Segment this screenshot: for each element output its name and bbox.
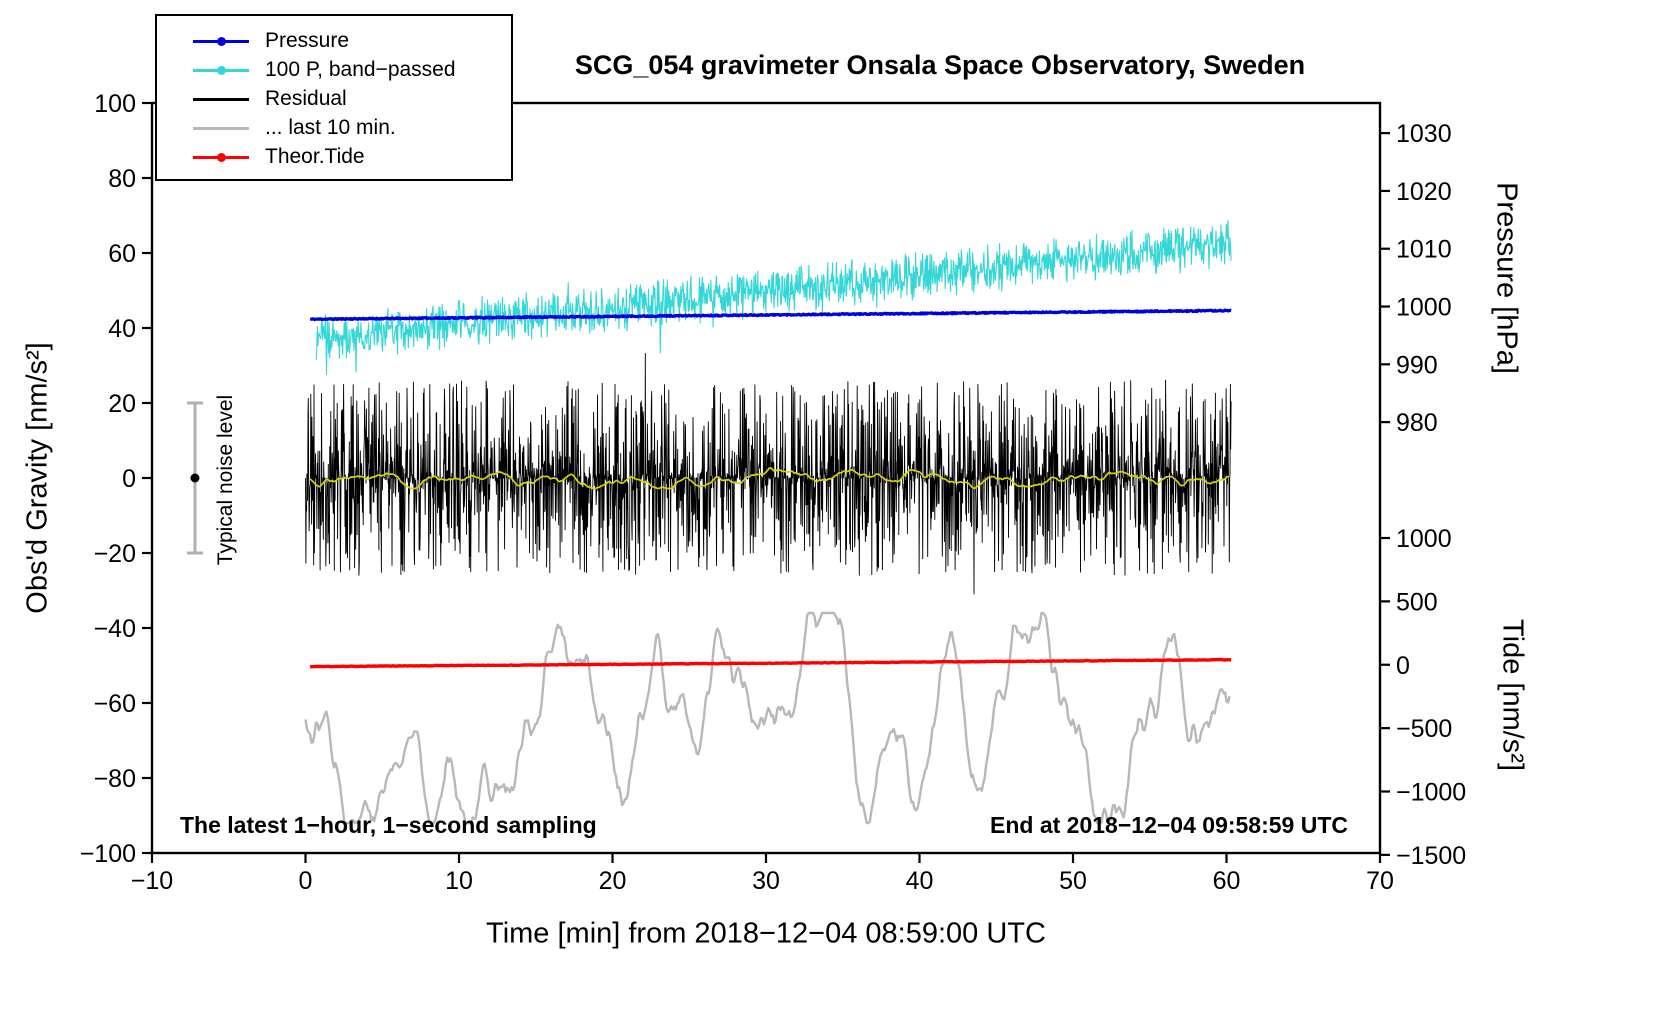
y-axis-label-gravity: Obs'd Gravity [nm/s²] (21, 342, 54, 614)
y-left-tick-label: 60 (108, 240, 136, 268)
theortide-line-icon (193, 150, 249, 164)
legend-item-theortide: Theor.Tide (157, 142, 511, 171)
x-tick-label: 0 (299, 867, 313, 895)
tide-tick-label: −1500 (1396, 842, 1466, 870)
sampling-note: The latest 1−hour, 1−second sampling (180, 812, 597, 838)
legend-label: Pressure (265, 28, 350, 52)
pressure-line-icon (193, 34, 249, 48)
pressure-tick-label: 990 (1396, 351, 1438, 379)
legend-item-pressure: Pressure (157, 26, 511, 55)
tide-tick-label: −500 (1396, 715, 1452, 743)
legend-label: Theor.Tide (265, 144, 365, 168)
pressure-tick-label: 1020 (1396, 178, 1452, 206)
noise-level-dot (190, 473, 200, 483)
pressure-tick-label: 1000 (1396, 294, 1452, 322)
bandpassed-line-icon (193, 63, 249, 77)
legend-label: Residual (265, 86, 347, 110)
y-left-tick-label: 0 (122, 465, 136, 493)
y-left-tick-label: −40 (94, 615, 136, 643)
end-time-note: End at 2018−12−04 09:58:59 UTC (990, 812, 1348, 838)
chart-title: SCG_054 gravimeter Onsala Space Observat… (574, 50, 1306, 80)
y-left-tick-label: −100 (80, 840, 136, 868)
y-left-tick-label: 100 (94, 90, 136, 118)
y-left-tick-label: 80 (108, 165, 136, 193)
tide-tick-label: −1000 (1396, 779, 1466, 807)
legend-item-last10min: ... last 10 min. (157, 113, 511, 142)
tide-tick-label: 500 (1396, 588, 1438, 616)
x-axis-label: Time [min] from 2018−12−04 08:59:00 UTC (486, 917, 1046, 950)
x-tick-label: 70 (1366, 867, 1394, 895)
last10min-line-icon (193, 121, 249, 135)
tide-tick-label: 0 (1396, 652, 1410, 680)
y-left-tick-label: −60 (94, 690, 136, 718)
tide-tick-label: 1000 (1396, 525, 1452, 553)
x-tick-label: 10 (445, 867, 473, 895)
residual-line-icon (193, 92, 249, 106)
x-tick-label: −10 (131, 867, 173, 895)
x-tick-label: 50 (1059, 867, 1087, 895)
y-left-tick-label: 20 (108, 390, 136, 418)
legend-label: ... last 10 min. (265, 115, 396, 139)
legend-item-residual: Residual (157, 84, 511, 113)
series-residual (305, 353, 1232, 595)
noise-level-label: Typical noise level (214, 394, 237, 566)
y-left-tick-label: −80 (94, 765, 136, 793)
x-tick-label: 20 (599, 867, 627, 895)
pressure-tick-label: 1030 (1396, 120, 1452, 148)
series-theor-tide (310, 657, 1232, 669)
x-tick-label: 40 (906, 867, 934, 895)
y-axis-label-pressure: Pressure [hPa] (1490, 182, 1523, 374)
legend-label: 100 P, band−passed (265, 57, 456, 81)
y-left-tick-label: −20 (94, 540, 136, 568)
y-left-tick-label: 40 (108, 315, 136, 343)
legend: Pressure 100 P, band−passed Residual ...… (155, 14, 513, 181)
series-last-10-min (304, 611, 1231, 825)
legend-item-bandpassed: 100 P, band−passed (157, 55, 511, 84)
series-residual-smoothed (309, 466, 1231, 490)
y-axis-label-tide: Tide [nm/s²] (1496, 618, 1529, 772)
pressure-tick-label: 980 (1396, 409, 1438, 437)
series-pressure (309, 308, 1232, 322)
x-tick-label: 60 (1213, 867, 1241, 895)
series-100-p-band-passed (315, 220, 1232, 375)
pressure-tick-label: 1010 (1396, 236, 1452, 264)
x-tick-label: 30 (752, 867, 780, 895)
